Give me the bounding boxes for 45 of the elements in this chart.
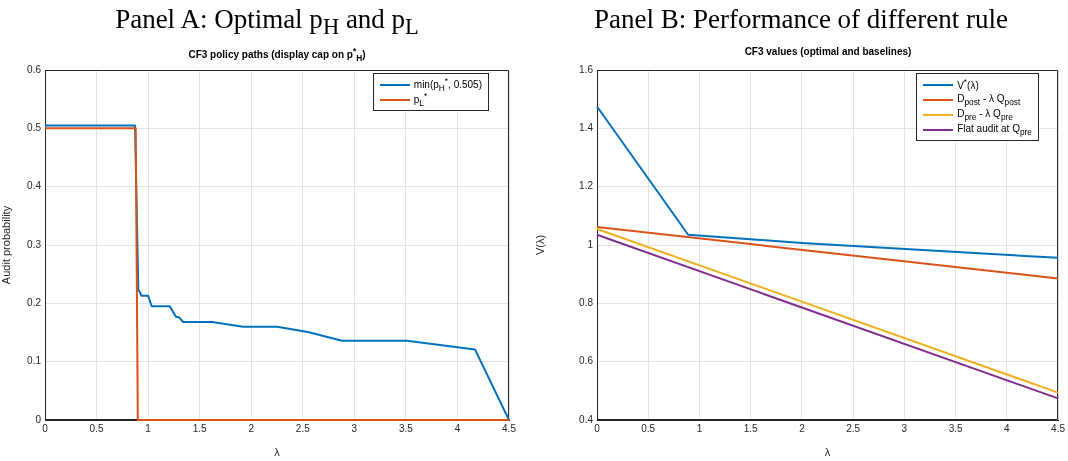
y-tick-label: 0.8 (579, 297, 594, 309)
chart-title: Panel B: Performance of different rule (592, 4, 1010, 35)
chart-subtitle: CF3 policy paths (display cap on p$^{*}$$_{H}$) (187, 46, 367, 64)
x-tick-label: 4.5 (1051, 422, 1066, 434)
legend-label: D$_{pre}$ - λ Q$_{pre}$ (957, 107, 1013, 122)
x-tick-label: 1.5 (743, 422, 759, 434)
y-tick-label: 1.4 (579, 122, 594, 134)
y-tick-label: 0.1 (27, 355, 42, 367)
y-tick-label: 1.2 (579, 180, 594, 192)
x-tick-label: 3 (351, 422, 358, 434)
y-tick-label: 1.6 (579, 63, 594, 75)
y-tick-label: 1 (587, 238, 594, 250)
y-tick-label: 0 (35, 413, 42, 425)
chart-subtitle: CF3 values (optimal and baselines) (743, 46, 913, 57)
x-axis-title: λ (824, 446, 831, 459)
x-tick-label: 2.5 (846, 422, 861, 434)
chart-title: Panel A: Optimal p$_{H}$ and p$_{L}$ (114, 4, 420, 41)
x-tick-label: 0.5 (89, 422, 104, 434)
legend-label: min(p$_{H}$$^{*}$, 0.505) (413, 75, 482, 94)
legend-label: D$_{post}$ - λ Q$_{post}$ (957, 92, 1021, 107)
y-tick-label: 0.5 (27, 122, 42, 134)
x-tick-label: 4 (454, 422, 461, 434)
y-tick-label: 0.4 (27, 180, 42, 192)
x-tick-label: 1 (145, 422, 152, 434)
x-tick-label: 4.5 (502, 422, 517, 434)
x-tick-label: 3 (901, 422, 908, 434)
y-axis-title: V(λ) (533, 234, 546, 256)
x-tick-label: 0.5 (641, 422, 656, 434)
x-tick-label: 2 (799, 422, 806, 434)
y-tick-label: 0.6 (27, 63, 42, 75)
y-tick-label: 0.6 (579, 355, 594, 367)
x-tick-label: 3.5 (948, 422, 963, 434)
x-tick-label: 2.5 (295, 422, 311, 434)
x-tick-label: 1 (696, 422, 703, 434)
legend-label: V$^{*}$(λ) (957, 77, 979, 92)
x-axis-title: λ (274, 446, 281, 459)
x-tick-label: 2 (248, 422, 255, 434)
x-tick-label: 4 (1004, 422, 1011, 434)
y-tick-label: 0.3 (27, 238, 42, 250)
x-tick-label: 1.5 (192, 422, 208, 434)
y-tick-label: 0.4 (579, 413, 594, 425)
y-axis-title: Audit probability (0, 205, 12, 285)
y-tick-label: 0.2 (27, 297, 42, 309)
x-tick-label: 3.5 (398, 422, 414, 434)
legend-label: Flat audit at Q$_{pre}$ (957, 122, 1032, 137)
